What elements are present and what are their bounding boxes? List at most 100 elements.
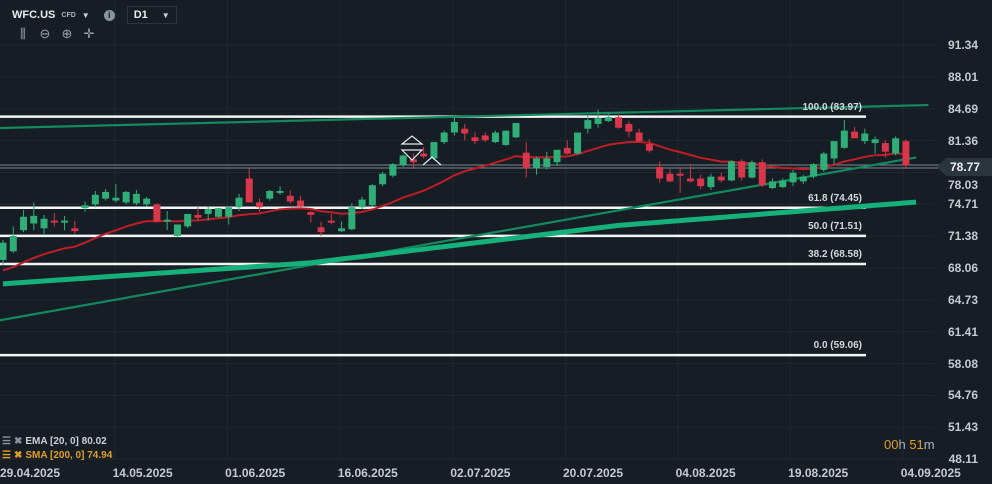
candle-body <box>512 122 520 138</box>
candle-body <box>132 193 140 204</box>
candle-body <box>881 143 889 152</box>
symbol-dropdown-icon[interactable]: ▼ <box>81 10 90 20</box>
candle <box>173 224 181 237</box>
zoom-in-icon[interactable]: ⊕ <box>61 26 73 41</box>
candle <box>881 140 889 158</box>
candle <box>276 186 284 195</box>
candle <box>266 189 274 201</box>
candle-body <box>758 162 766 186</box>
remove-icon[interactable]: ✖ <box>13 436 23 447</box>
candle-body <box>0 242 7 260</box>
candle <box>727 160 735 182</box>
candle <box>594 109 602 128</box>
candle <box>245 167 253 203</box>
candle <box>235 193 243 212</box>
candle <box>861 128 869 145</box>
timeframe-select[interactable]: D1 ▼ <box>126 6 177 24</box>
candle-body <box>789 172 797 183</box>
candle <box>132 189 140 206</box>
candle-body <box>358 199 366 208</box>
sma-legend[interactable]: ☰ ✖ SMA [200, 0] 74.94 <box>2 450 112 462</box>
candle-body <box>543 158 551 168</box>
candle-body <box>604 117 612 122</box>
candle-body <box>40 218 48 229</box>
candle <box>20 210 28 233</box>
candle-body <box>338 228 346 232</box>
candle-body <box>153 204 161 222</box>
candle <box>717 172 725 183</box>
candle <box>40 214 48 236</box>
candle <box>379 171 387 187</box>
candle-body <box>563 147 571 154</box>
settings-icon[interactable]: ☰ <box>2 450 11 461</box>
candle-body <box>727 161 735 181</box>
info-icon[interactable]: i <box>103 9 115 21</box>
candle <box>81 201 89 213</box>
candle-body <box>799 176 807 182</box>
candle-body <box>194 214 202 218</box>
sma200-line <box>2 199 917 287</box>
remove-icon[interactable]: ✖ <box>13 450 23 461</box>
candle <box>450 117 458 136</box>
lower-trendline[interactable] <box>0 156 917 322</box>
candle-body <box>502 130 510 145</box>
candle-body <box>71 228 79 232</box>
ema-legend[interactable]: ☰ ✖ EMA [20, 0] 80.02 <box>2 436 107 448</box>
instrument-type: CFD <box>61 11 76 19</box>
candle <box>399 154 407 168</box>
candle <box>307 211 315 223</box>
candle <box>820 151 828 172</box>
candle-body <box>20 216 28 231</box>
candle <box>604 113 612 122</box>
candle-body <box>225 207 233 217</box>
candle <box>574 132 582 155</box>
candle <box>348 203 356 231</box>
fib-level-label: 61.8 (74.45) <box>808 192 862 204</box>
candle-body <box>30 215 38 224</box>
chart-type-icon[interactable]: ⫼ <box>20 26 26 41</box>
candle-body <box>348 207 356 230</box>
candle <box>563 140 571 155</box>
fib-level-label: 50.0 (71.51) <box>808 220 862 232</box>
candle <box>225 206 233 225</box>
candle-body <box>717 176 725 181</box>
candle-body <box>840 130 848 148</box>
candle <box>656 161 664 183</box>
candle <box>30 202 38 231</box>
candle <box>512 122 520 139</box>
date-axis-label: 14.05.2025 <box>112 466 173 480</box>
candle-body <box>533 158 541 168</box>
candle-body <box>81 205 89 209</box>
pattern-marker-icon[interactable] <box>400 135 442 166</box>
zoom-out-icon[interactable]: ⊖ <box>39 26 51 41</box>
price-axis-label: 58.08 <box>947 356 978 371</box>
candle-body <box>491 132 499 143</box>
date-axis-label: 04.09.2025 <box>900 466 961 480</box>
candle <box>50 212 58 227</box>
date-axis-label: 01.06.2025 <box>225 466 286 480</box>
crosshair-icon[interactable]: ✛ <box>83 26 95 41</box>
candle <box>851 126 859 139</box>
candle <box>871 136 879 154</box>
candle-body <box>645 144 653 151</box>
upper-trendline[interactable] <box>0 103 929 130</box>
candle <box>758 159 766 188</box>
candle-body <box>245 178 253 203</box>
candle <box>409 153 417 169</box>
settings-icon[interactable]: ☰ <box>2 436 11 447</box>
candle-body <box>286 195 294 202</box>
symbol-name[interactable]: WFC.US <box>12 9 56 21</box>
candle <box>143 196 151 207</box>
candle <box>615 114 623 129</box>
candle <box>102 189 110 201</box>
candle <box>9 226 17 254</box>
candle <box>491 130 499 144</box>
candle <box>327 213 335 225</box>
candle-body <box>676 173 684 176</box>
candle <box>214 208 222 218</box>
candle <box>112 184 120 203</box>
candle-body <box>235 197 243 208</box>
fib-level-label: 0.0 (59.06) <box>813 340 862 352</box>
candle <box>153 203 161 223</box>
